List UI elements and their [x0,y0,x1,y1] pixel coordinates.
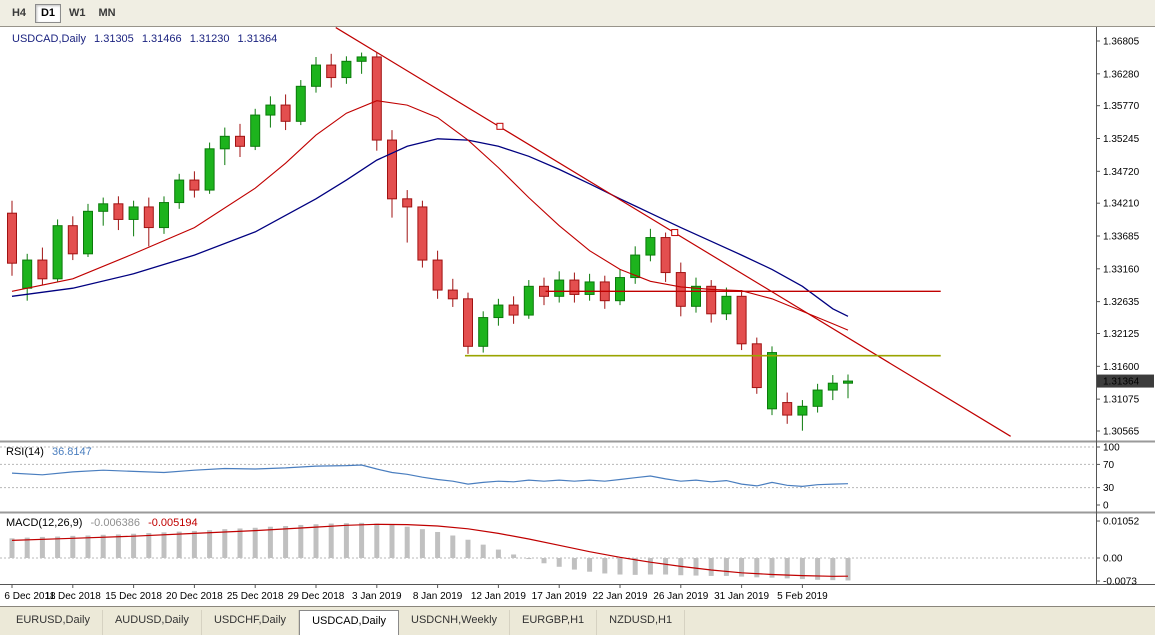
timeframe-button-h4[interactable]: H4 [6,4,32,23]
macd-name: MACD(12,26,9) [6,517,83,529]
svg-text:1.33685: 1.33685 [1103,232,1140,243]
svg-text:12 Jan 2019: 12 Jan 2019 [471,591,526,602]
ohlc-open: 1.31305 [94,33,134,45]
svg-text:1.34720: 1.34720 [1103,167,1140,178]
svg-text:25 Dec 2018: 25 Dec 2018 [227,591,284,602]
svg-text:6 Dec 2018: 6 Dec 2018 [4,591,56,602]
tab-nzdusd-h1[interactable]: NZDUSD,H1 [597,610,686,635]
rsi-value: 36.8147 [51,446,92,458]
svg-text:1.32125: 1.32125 [1103,329,1140,340]
svg-text:31 Jan 2019: 31 Jan 2019 [714,591,769,602]
ohlc-high: 1.31466 [141,33,182,45]
macd-value: -0.006386 [90,517,141,529]
svg-text:29 Dec 2018: 29 Dec 2018 [288,591,345,602]
tab-usdcnh-weekly[interactable]: USDCNH,Weekly [399,610,511,635]
rsi-scale: 100 70 30 0 [1096,443,1120,512]
svg-text:17 Jan 2019: 17 Jan 2019 [532,591,587,602]
svg-text:0.00: 0.00 [1103,554,1123,565]
svg-text:15 Dec 2018: 15 Dec 2018 [105,591,162,602]
svg-text:3 Jan 2019: 3 Jan 2019 [352,591,402,602]
svg-text:1.34210: 1.34210 [1103,199,1140,210]
chart-canvas[interactable]: 1.36805 1.36280 1.35770 1.35245 1.34720 1.342… [0,27,1155,606]
svg-text:1.31364: 1.31364 [1103,377,1140,388]
tab-eurusd-daily[interactable]: EURUSD,Daily [4,610,103,635]
rsi-name: RSI(14) [6,446,44,458]
macd-scale: 0.01052 0.00 -0.0073 [1096,517,1140,588]
svg-text:1.35770: 1.35770 [1103,101,1140,112]
svg-text:0: 0 [1103,501,1109,512]
ohlc-low: 1.31230 [189,33,230,45]
svg-text:8 Jan 2019: 8 Jan 2019 [413,591,463,602]
svg-text:1.30565: 1.30565 [1103,427,1140,438]
chart-area[interactable]: 1.36805 1.36280 1.35770 1.35245 1.34720 1.342… [0,27,1155,606]
svg-text:1.35245: 1.35245 [1103,134,1140,145]
tab-usdchf-daily[interactable]: USDCHF,Daily [202,610,300,635]
rsi-line [11,464,849,488]
svg-text:1.32635: 1.32635 [1103,297,1140,308]
svg-text:26 Jan 2019: 26 Jan 2019 [653,591,708,602]
svg-text:22 Jan 2019: 22 Jan 2019 [592,591,647,602]
ma-slow-line [11,138,849,317]
timeframe-toolbar: H4 D1 W1 MN [0,0,1155,27]
svg-text:30: 30 [1103,483,1115,494]
price-scale: 1.36805 1.36280 1.35770 1.35245 1.34720 1.342… [1096,37,1140,438]
svg-text:11 Dec 2018: 11 Dec 2018 [45,591,101,602]
symbol-ohlc-label: USDCAD,Daily 1.31305 1.31466 1.31230 1.3… [12,33,282,45]
svg-text:1.36280: 1.36280 [1103,69,1140,80]
svg-text:5 Feb 2019: 5 Feb 2019 [777,591,828,602]
tab-eurgbp-h1[interactable]: EURGBP,H1 [510,610,598,635]
trendline-handle[interactable] [496,122,504,130]
svg-text:1.31600: 1.31600 [1103,362,1140,373]
timeframe-button-d1[interactable]: D1 [35,3,61,23]
current-price-badge: 1.31364 [1097,374,1154,388]
svg-text:1.31075: 1.31075 [1103,395,1140,406]
svg-text:20 Dec 2018: 20 Dec 2018 [166,591,223,602]
rsi-indicator-label: RSI(14) 36.8147 [6,446,97,458]
svg-text:0.01052: 0.01052 [1103,517,1140,528]
trendline-handle[interactable] [671,229,679,237]
macd-signal-value: -0.005194 [148,517,198,529]
ohlc-close: 1.31364 [237,33,278,45]
symbol-period-label: USDCAD,Daily [12,33,86,45]
tab-usdcad-daily[interactable]: USDCAD,Daily [299,610,400,635]
timeframe-button-mn[interactable]: MN [94,4,121,23]
svg-text:1.36805: 1.36805 [1103,37,1140,48]
macd-signal-line [11,523,849,577]
tab-audusd-daily[interactable]: AUDUSD,Daily [103,610,202,635]
svg-text:-0.0073: -0.0073 [1103,577,1137,588]
timeframe-button-w1[interactable]: W1 [64,4,91,23]
macd-indicator-label: MACD(12,26,9) -0.006386 -0.005194 [6,517,203,529]
svg-text:100: 100 [1103,443,1120,454]
svg-text:70: 70 [1103,460,1115,471]
candlestick-series [7,52,853,431]
svg-text:1.33160: 1.33160 [1103,264,1140,275]
chart-tab-bar: EURUSD,Daily AUDUSD,Daily USDCHF,Daily USDC… [0,606,1155,635]
